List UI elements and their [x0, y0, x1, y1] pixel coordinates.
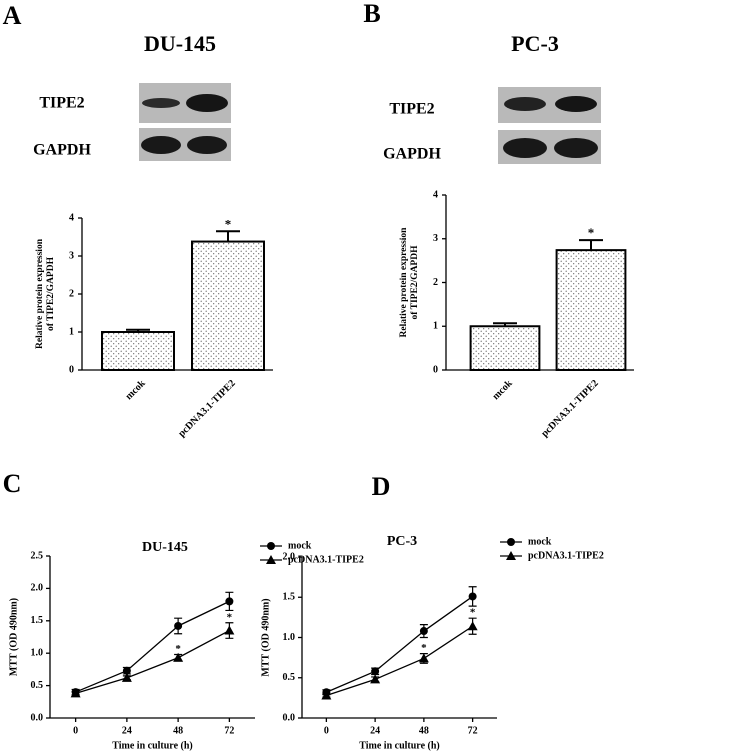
x-tick-label: pcDNA3.1-TIPE2 [176, 378, 237, 439]
y-tick-label: 1.0 [31, 647, 44, 658]
y-tick-label: 2.5 [31, 550, 44, 561]
error-bar [126, 328, 150, 332]
y-tick-label: 0.0 [283, 712, 296, 723]
y-tick-label: 1 [69, 326, 74, 337]
y-axis-label: MTT (OD 490nm) [260, 598, 271, 676]
y-tick-label: 0.5 [31, 680, 44, 691]
significance: * [175, 643, 181, 655]
blot-b [498, 87, 601, 164]
marker-triangle [266, 555, 276, 564]
error-bar [579, 239, 603, 251]
panel-label: D [372, 472, 391, 501]
x-tick-label: 72 [224, 725, 234, 736]
significance: * [225, 216, 232, 231]
significance: * [227, 611, 233, 623]
legend-label: pcDNA3.1-TIPE2 [528, 550, 604, 561]
marker-circle [122, 666, 131, 675]
y-tick-label: 4 [433, 189, 438, 200]
blot-label: GAPDH [383, 146, 441, 163]
x-axis-label: Time in culture (h) [359, 740, 439, 751]
x-tick-label: mcok [123, 378, 148, 403]
chart-title: DU-145 [142, 540, 188, 555]
chart-title: PC-3 [387, 534, 417, 549]
y-axis-label: MTT (OD 490nm) [8, 598, 19, 676]
y-tick-label: 1.5 [283, 592, 296, 603]
y-axis-label: of TIPE2/GAPDH [410, 245, 420, 320]
marker-triangle [418, 653, 429, 663]
marker-circle [174, 621, 183, 630]
error-bar [216, 230, 240, 242]
marker-triangle [467, 621, 478, 631]
y-tick-label: 0.5 [283, 672, 296, 683]
marker-triangle [224, 625, 235, 635]
y-tick-label: 1.5 [31, 615, 44, 626]
series-line [75, 600, 230, 693]
y-axis-label: Relative protein expression [399, 227, 409, 338]
marker-triangle [370, 674, 381, 684]
bar [469, 325, 541, 371]
y-tick-label: 0 [433, 364, 438, 375]
y-tick-label: 2.0 [283, 551, 296, 562]
panel-label: B [363, 0, 380, 28]
bar [555, 249, 627, 371]
panel-label: C [3, 469, 22, 498]
x-tick-label: mcok [490, 378, 515, 403]
blot-label: GAPDH [33, 142, 91, 159]
marker-circle [419, 627, 428, 636]
y-axis-label: of TIPE2/GAPDH [46, 256, 56, 331]
marker-circle [225, 597, 234, 606]
blot-label: TIPE2 [39, 95, 84, 112]
y-tick-label: 0.0 [31, 712, 44, 723]
marker-triangle [70, 688, 81, 698]
x-tick-label: 72 [468, 725, 478, 736]
marker-triangle [506, 551, 516, 560]
series-line [75, 629, 230, 694]
x-axis-label: Time in culture (h) [112, 740, 192, 751]
y-tick-label: 1.0 [283, 632, 296, 643]
marker-circle [468, 592, 477, 601]
chart-title: PC-3 [511, 31, 559, 56]
marker-circle [371, 667, 380, 676]
x-tick-label: 24 [370, 725, 380, 736]
significance: * [470, 607, 476, 619]
series-line [326, 595, 474, 693]
significance: * [421, 642, 427, 654]
legend-label: pcDNA3.1-TIPE2 [288, 554, 364, 565]
marker-triangle [121, 672, 132, 682]
y-tick-label: 2.0 [31, 583, 44, 594]
y-tick-label: 2 [433, 277, 438, 288]
marker-circle [507, 538, 515, 546]
y-tick-label: 3 [433, 233, 438, 244]
blot-a [139, 83, 231, 161]
marker-circle [267, 542, 275, 550]
chart-title: DU-145 [144, 31, 216, 56]
y-tick-label: 3 [69, 250, 74, 261]
x-tick-label: 48 [419, 725, 429, 736]
x-tick-label: 0 [73, 725, 78, 736]
marker-triangle [321, 690, 332, 700]
y-tick-label: 2 [69, 288, 74, 299]
legend-label: mock [288, 540, 312, 551]
significance: * [588, 225, 595, 240]
blot-label: TIPE2 [389, 101, 434, 118]
panel-label: A [3, 1, 22, 30]
x-tick-label: 0 [324, 725, 329, 736]
x-tick-label: 24 [122, 725, 132, 736]
x-tick-label: 48 [173, 725, 183, 736]
legend-label: mock [528, 536, 552, 547]
x-tick-label: pcDNA3.1-TIPE2 [539, 378, 600, 439]
y-tick-label: 0 [69, 364, 74, 375]
y-tick-label: 1 [433, 321, 438, 332]
bar [191, 240, 265, 371]
series-line [326, 625, 473, 697]
y-tick-label: 4 [69, 212, 74, 223]
y-axis-label: Relative protein expression [35, 238, 45, 349]
marker-triangle [173, 652, 184, 662]
error-bar [493, 322, 517, 327]
bar [101, 331, 175, 371]
